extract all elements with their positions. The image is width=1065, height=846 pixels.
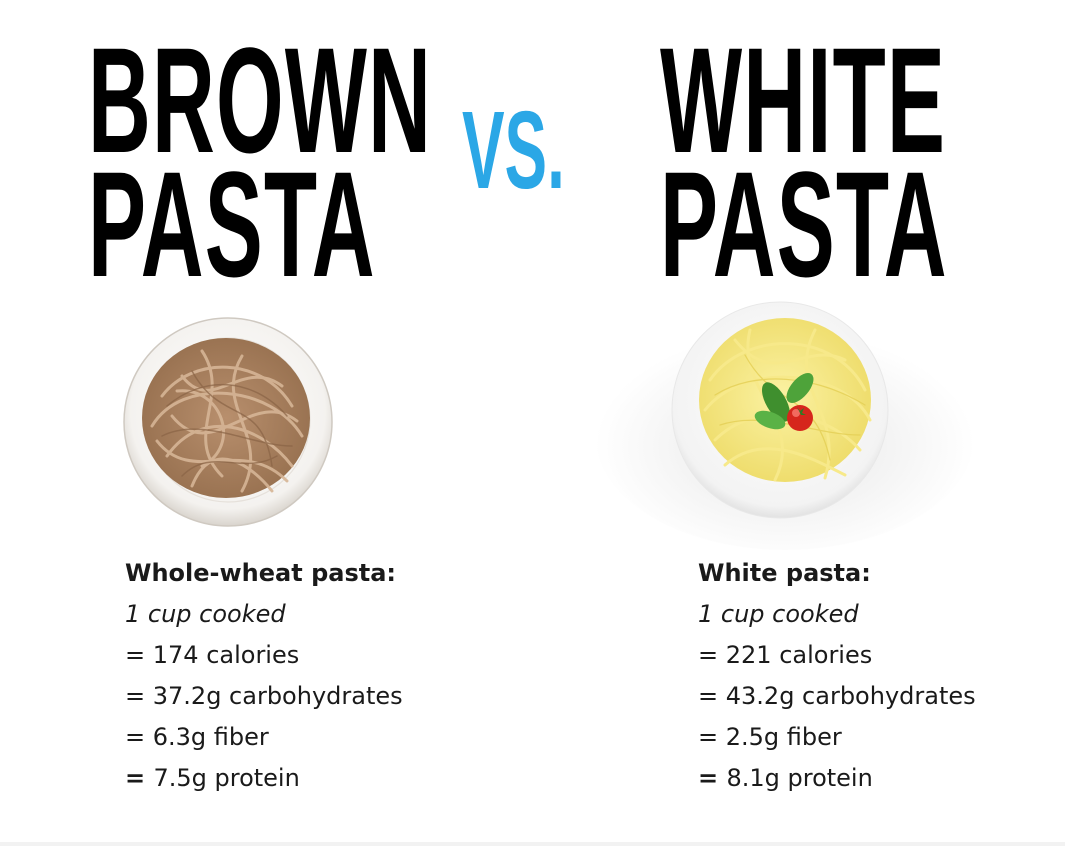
whole-wheat-heading: Whole-wheat pasta: bbox=[125, 559, 396, 587]
white-pasta-carbs-row: = 43.2g carbohydrates bbox=[698, 676, 976, 717]
white-pasta-nutrition-facts: White pasta: 1 cup cooked = 221 calories… bbox=[698, 553, 976, 799]
white-pasta-title: WHITE PASTA bbox=[660, 16, 948, 308]
brown-title-line2: PASTA bbox=[88, 140, 376, 308]
whole-wheat-fiber: 6.3g fiber bbox=[152, 723, 269, 751]
white-title-line1: WHITE bbox=[660, 16, 947, 184]
whole-wheat-calories: 174 calories bbox=[152, 641, 300, 669]
white-pasta-heading: White pasta: bbox=[698, 559, 871, 587]
whole-wheat-protein: 7.5g protein bbox=[153, 764, 300, 792]
white-pasta-calories-row: = 221 calories bbox=[698, 635, 976, 676]
white-pasta-fiber-row: = 2.5g fiber bbox=[698, 717, 976, 758]
equals-sign: = bbox=[125, 723, 153, 751]
white-pasta-calories: 221 calories bbox=[725, 641, 873, 669]
whole-wheat-nutrition-facts: Whole-wheat pasta: 1 cup cooked = 174 ca… bbox=[125, 553, 403, 799]
whole-wheat-fiber-row: = 6.3g fiber bbox=[125, 717, 403, 758]
white-title-line2: PASTA bbox=[660, 140, 948, 308]
white-pasta-protein: 8.1g protein bbox=[726, 764, 873, 792]
equals-sign: = bbox=[125, 764, 154, 792]
equals-sign: = bbox=[125, 641, 153, 669]
equals-sign: = bbox=[125, 682, 153, 710]
equals-sign: = bbox=[698, 641, 726, 669]
white-pasta-serving: 1 cup cooked bbox=[698, 600, 859, 628]
white-pasta-plate-image bbox=[575, 300, 975, 550]
whole-wheat-carbs: 37.2g carbohydrates bbox=[152, 682, 403, 710]
white-pasta-carbs: 43.2g carbohydrates bbox=[725, 682, 976, 710]
whole-wheat-protein-row: = 7.5g protein bbox=[125, 758, 403, 799]
vs-label: VS. bbox=[462, 89, 565, 212]
brown-pasta-plate-image bbox=[122, 316, 334, 528]
equals-sign: = bbox=[698, 764, 727, 792]
white-pasta-protein-row: = 8.1g protein bbox=[698, 758, 976, 799]
whole-wheat-serving: 1 cup cooked bbox=[125, 600, 286, 628]
white-pasta-fiber: 2.5g fiber bbox=[725, 723, 842, 751]
equals-sign: = bbox=[698, 682, 726, 710]
white-pasta-plate-icon bbox=[595, 301, 975, 550]
brown-pasta-plate-icon bbox=[123, 317, 333, 527]
brown-title-line1: BROWN bbox=[88, 16, 433, 184]
bottom-divider bbox=[0, 842, 1065, 846]
whole-wheat-calories-row: = 174 calories bbox=[125, 635, 403, 676]
brown-pasta-title: BROWN PASTA bbox=[88, 16, 433, 308]
equals-sign: = bbox=[698, 723, 726, 751]
whole-wheat-carbs-row: = 37.2g carbohydrates bbox=[125, 676, 403, 717]
